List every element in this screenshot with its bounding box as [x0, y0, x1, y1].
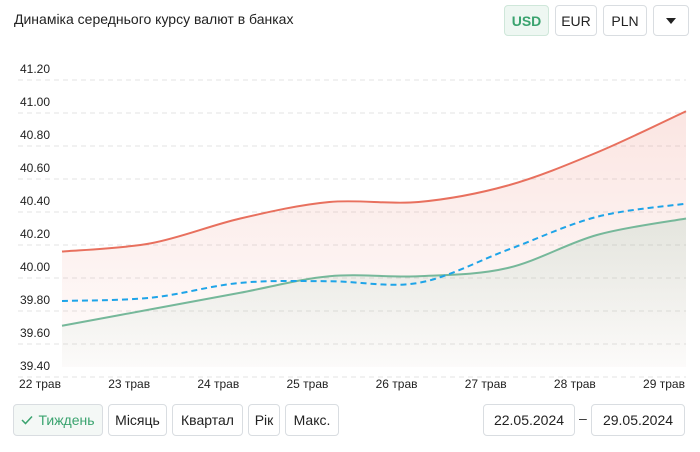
y-tick-label: 40.40	[20, 194, 50, 208]
y-tick-label: 41.20	[20, 62, 50, 76]
x-tick-label: 27 трав	[465, 377, 507, 391]
y-tick-label: 40.80	[20, 128, 50, 142]
y-tick-label: 39.60	[20, 326, 50, 340]
x-tick-label: 22 трав	[19, 377, 61, 391]
line	[61, 110, 687, 253]
y-tick-label: 40.20	[20, 227, 50, 241]
x-tick-label: 23 трав	[108, 377, 150, 391]
currency-button[interactable]: EUR	[555, 5, 597, 36]
period-button[interactable]: Макс.	[285, 404, 339, 436]
currency-button[interactable]: PLN	[603, 5, 647, 36]
line	[61, 202, 687, 302]
y-tick-label: 40.60	[20, 161, 50, 175]
period-label: Тиждень	[38, 412, 95, 428]
dropdown-icon	[666, 17, 676, 24]
date-input[interactable]: 29.05.2024	[591, 404, 685, 436]
x-tick-label: 26 трав	[376, 377, 418, 391]
y-tick-label: 39.80	[20, 293, 50, 307]
currency-button[interactable]: USD	[504, 5, 549, 36]
x-tick-label: 29 трав	[643, 377, 685, 391]
x-tick-label: 24 трав	[197, 377, 239, 391]
period-button[interactable]: Квартал	[172, 404, 243, 436]
period-button[interactable]: Тиждень	[13, 404, 103, 436]
period-button[interactable]: Місяць	[108, 404, 167, 436]
dropdown-button[interactable]	[653, 5, 689, 36]
x-tick-label: 25 трав	[286, 377, 328, 391]
y-tick-label: 39.40	[20, 359, 50, 373]
y-tick-label: 40.00	[20, 260, 50, 274]
chart: 39.40 39.60 39.80 40.00 40.20 40.40 40.60 40.80…	[18, 62, 687, 391]
y-tick-label: 41.00	[20, 95, 50, 109]
x-tick-label: 28 трав	[554, 377, 596, 391]
period-button[interactable]: Рік	[248, 404, 280, 436]
line	[61, 217, 687, 327]
check-icon	[21, 415, 33, 425]
date-input[interactable]: 22.05.2024	[483, 404, 575, 436]
chart-title: Динаміка середнього курсу валют в банках	[14, 11, 294, 27]
date-separator: –	[579, 410, 587, 426]
area	[62, 218, 686, 367]
